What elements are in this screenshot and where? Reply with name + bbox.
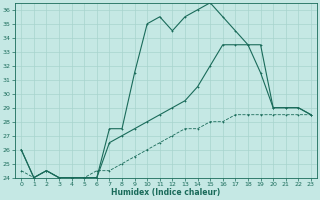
X-axis label: Humidex (Indice chaleur): Humidex (Indice chaleur): [111, 188, 221, 197]
